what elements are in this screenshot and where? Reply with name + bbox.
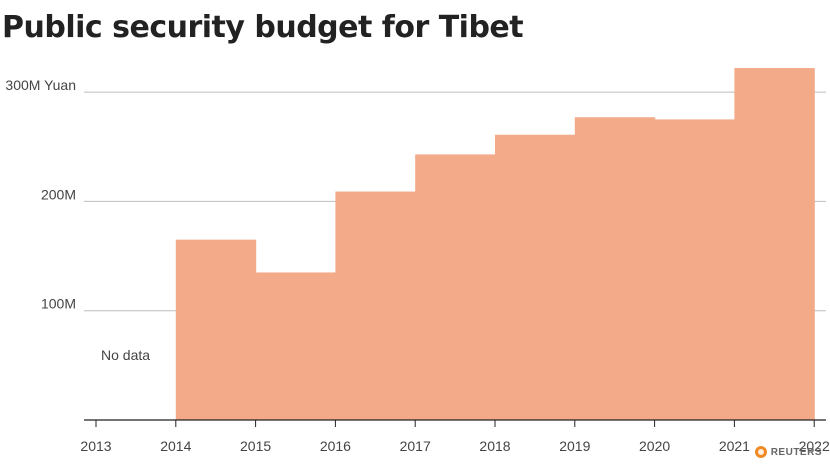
bars xyxy=(175,68,815,421)
x-tick-label: 2019 xyxy=(559,438,590,454)
bar-2021 xyxy=(734,68,815,420)
x-tick-label: 2017 xyxy=(400,438,431,454)
reuters-logo-icon xyxy=(754,446,767,458)
x-tick-labels: 2013 2014 2015 2016 2017 2018 2019 2020 2021 2022 xyxy=(80,438,830,454)
bar-2016 xyxy=(335,191,416,420)
x-tick-label: 2016 xyxy=(320,438,351,454)
annotation-no-data: No data xyxy=(101,347,150,363)
y-tick-labels: 100M 200M 300M Yuan xyxy=(5,77,76,312)
bar-2017 xyxy=(415,154,496,420)
x-tick-label: 2020 xyxy=(639,438,670,454)
y-tick-label: 300M Yuan xyxy=(5,77,76,93)
bar-2020 xyxy=(654,119,735,421)
bar-2015 xyxy=(255,272,336,420)
y-tick-label: 200M xyxy=(41,186,76,202)
x-tick-label: 2015 xyxy=(240,438,271,454)
x-tick-label: 2013 xyxy=(80,438,111,454)
reuters-credit: REUTERS xyxy=(754,446,822,458)
x-axis xyxy=(84,419,826,427)
annotations: No data xyxy=(101,347,150,363)
x-tick-label: 2018 xyxy=(479,438,510,454)
y-tick-label: 100M xyxy=(41,296,76,312)
x-tick-label: 2014 xyxy=(160,438,191,454)
x-tick-label: 2022 xyxy=(799,438,830,454)
x-tick-label: 2021 xyxy=(719,438,750,454)
credit-label: REUTERS xyxy=(770,446,822,458)
bar-2018 xyxy=(495,134,576,421)
chart-title: Public security budget for Tibet xyxy=(2,10,524,45)
bar-2014 xyxy=(175,239,257,420)
bar-2019 xyxy=(574,117,656,420)
